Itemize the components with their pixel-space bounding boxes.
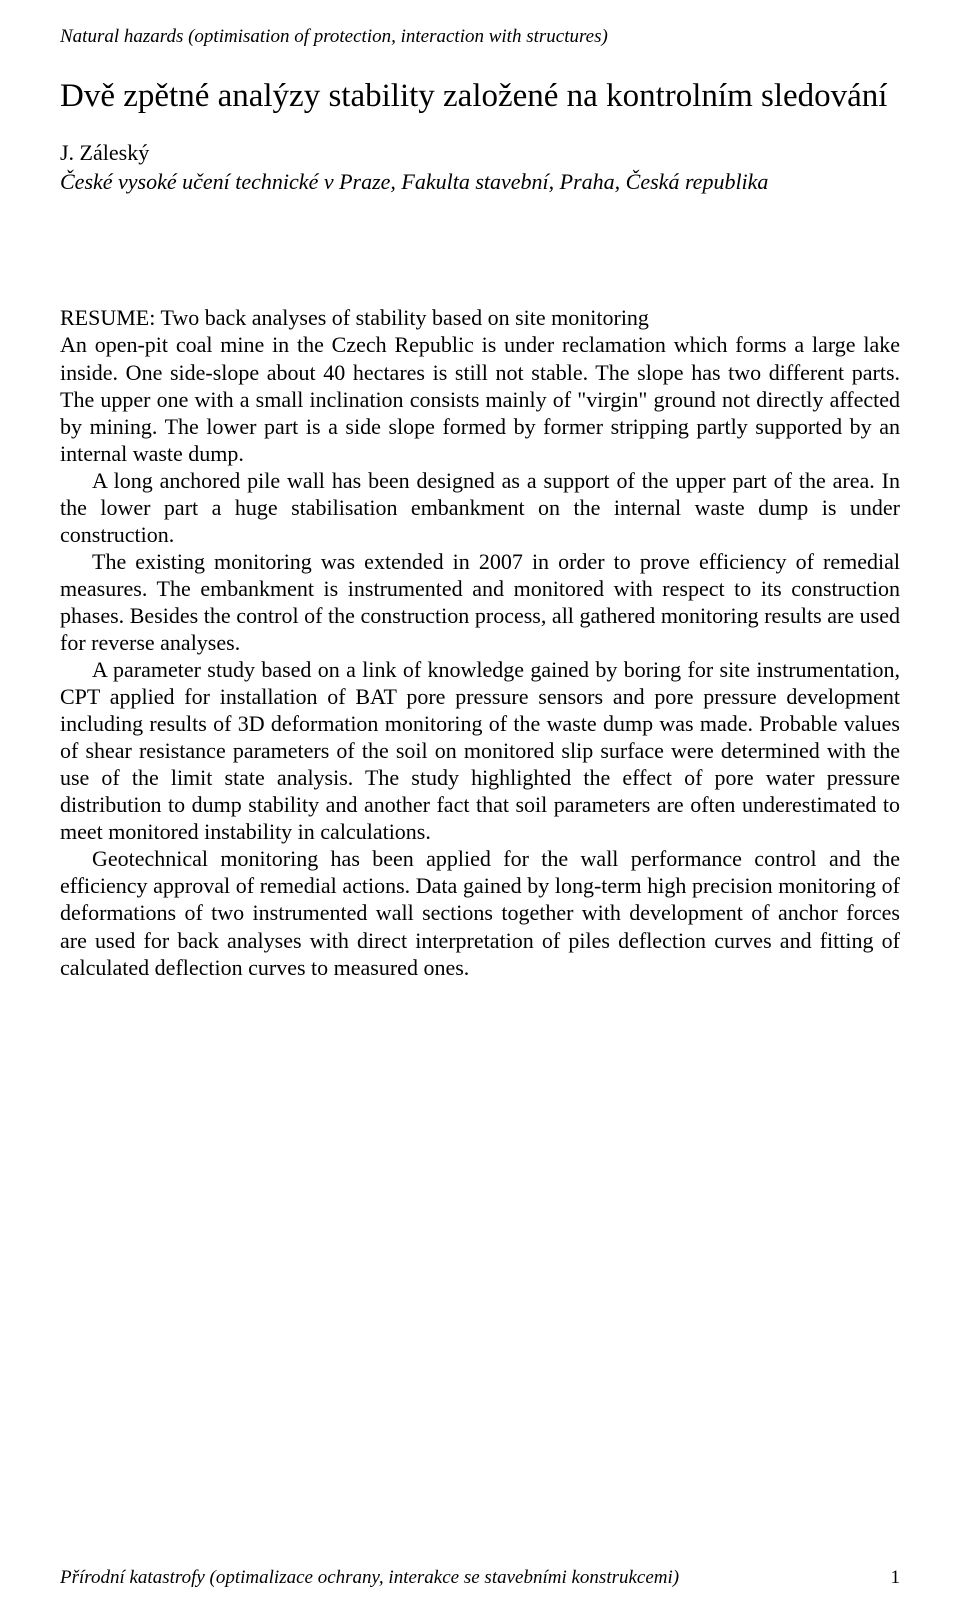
resume-paragraph: A parameter study based on a link of kno… xyxy=(60,656,900,845)
resume-paragraph: RESUME: Two back analyses of stability b… xyxy=(60,304,900,331)
author-name: J. Záleský xyxy=(60,139,900,168)
page-footer: Přírodní katastrofy (optimalizace ochran… xyxy=(60,1567,900,1589)
resume-lead: RESUME: Two back analyses of stability b… xyxy=(60,305,649,330)
author-affiliation: České vysoké učení technické v Praze, Fa… xyxy=(60,168,900,197)
resume-paragraph: A long anchored pile wall has been desig… xyxy=(60,467,900,548)
resume-paragraph: An open-pit coal mine in the Czech Repub… xyxy=(60,331,900,466)
resume-block: RESUME: Two back analyses of stability b… xyxy=(60,304,900,980)
paper-title: Dvě zpětné analýzy stability založené na… xyxy=(60,76,900,117)
resume-paragraph: The existing monitoring was extended in … xyxy=(60,548,900,656)
footer-page-number: 1 xyxy=(891,1567,901,1589)
resume-paragraph: Geotechnical monitoring has been applied… xyxy=(60,845,900,980)
footer-text: Přírodní katastrofy (optimalizace ochran… xyxy=(60,1567,679,1589)
author-block: J. Záleský České vysoké učení technické … xyxy=(60,139,900,196)
header-note: Natural hazards (optimisation of protect… xyxy=(60,26,900,48)
